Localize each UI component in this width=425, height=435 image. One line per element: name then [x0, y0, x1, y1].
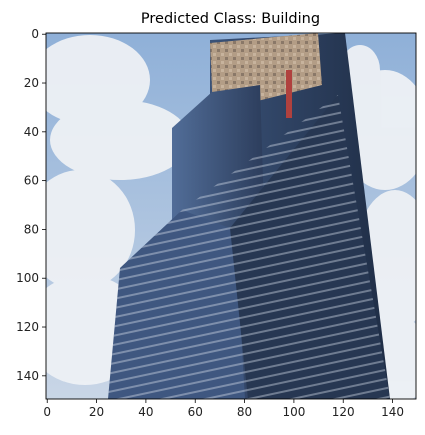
x-tick-label: 120 — [332, 405, 355, 419]
y-tick-label: 60 — [24, 174, 39, 188]
y-tick-label: 0 — [31, 27, 39, 41]
x-axis: 0 20 40 60 80 100 120 140 — [43, 399, 404, 419]
axes-frame — [45, 32, 417, 400]
x-tick-label: 60 — [188, 405, 203, 419]
x-tick-label: 20 — [89, 405, 104, 419]
y-tick-label: 80 — [24, 222, 39, 236]
x-tick-label: 100 — [282, 405, 305, 419]
x-tick-label: 40 — [138, 405, 153, 419]
x-tick-label: 0 — [43, 405, 51, 419]
facade-stripes — [108, 95, 390, 399]
y-axis: 0 20 40 60 80 100 120 140 — [16, 27, 46, 383]
y-tick-label: 100 — [16, 271, 39, 285]
red-stripe — [286, 70, 292, 118]
y-tick-label: 20 — [24, 76, 39, 90]
y-tick-label: 140 — [16, 369, 39, 383]
displayed-image — [46, 33, 416, 399]
y-tick-label: 40 — [24, 125, 39, 139]
y-tick-label: 120 — [16, 320, 39, 334]
x-tick-label: 80 — [237, 405, 252, 419]
x-tick-label: 140 — [381, 405, 404, 419]
chart-title: Predicted Class: Building — [141, 11, 320, 27]
